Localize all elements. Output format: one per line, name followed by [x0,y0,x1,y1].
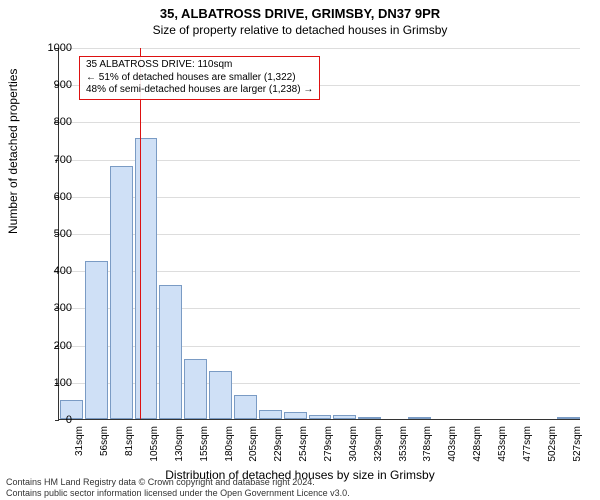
x-tick-label: 477sqm [522,426,533,466]
x-tick-label: 205sqm [248,426,259,466]
y-tick-label: 500 [32,228,72,240]
histogram-bar [284,412,307,419]
y-tick-label: 400 [32,265,72,277]
x-tick-label: 130sqm [174,426,185,466]
address-title: 35, ALBATROSS DRIVE, GRIMSBY, DN37 9PR [0,6,600,21]
y-tick-label: 1000 [32,42,72,54]
x-tick-label: 378sqm [422,426,433,466]
x-tick-label: 56sqm [99,426,110,466]
x-tick-label: 254sqm [298,426,309,466]
x-tick-label: 81sqm [124,426,135,466]
x-tick-label: 428sqm [472,426,483,466]
y-tick-label: 800 [32,116,72,128]
x-tick-label: 329sqm [373,426,384,466]
x-tick-label: 304sqm [348,426,359,466]
histogram-bar [159,285,182,419]
property-marker-line [140,48,141,419]
x-tick-label: 105sqm [149,426,160,466]
histogram-bar [309,415,332,419]
title-block: 35, ALBATROSS DRIVE, GRIMSBY, DN37 9PR S… [0,0,600,37]
annotation-line: ← 51% of detached houses are smaller (1,… [86,72,313,85]
x-tick-label: 180sqm [224,426,235,466]
x-tick-label: 502sqm [547,426,558,466]
y-tick-label: 700 [32,154,72,166]
y-tick-label: 900 [32,79,72,91]
x-tick-label: 527sqm [572,426,583,466]
plot-region: 35 ALBATROSS DRIVE: 110sqm← 51% of detac… [58,48,580,420]
x-tick-label: 155sqm [199,426,210,466]
histogram-bar [85,261,108,419]
x-tick-label: 31sqm [74,426,85,466]
y-tick-label: 300 [32,302,72,314]
figure-root: 35, ALBATROSS DRIVE, GRIMSBY, DN37 9PR S… [0,0,600,500]
histogram-bar [234,395,257,419]
histogram-bar [135,138,158,419]
y-tick-label: 0 [32,414,72,426]
x-tick-label: 353sqm [398,426,409,466]
x-tick-label: 279sqm [323,426,334,466]
y-tick-label: 600 [32,191,72,203]
annotation-box: 35 ALBATROSS DRIVE: 110sqm← 51% of detac… [79,56,320,100]
y-tick-label: 100 [32,377,72,389]
y-tick-label: 200 [32,340,72,352]
histogram-bar [557,417,580,419]
x-tick-label: 453sqm [497,426,508,466]
attribution-footer: Contains HM Land Registry data © Crown c… [6,477,350,498]
annotation-line: 35 ALBATROSS DRIVE: 110sqm [86,59,313,72]
histogram-bar [259,410,282,419]
x-tick-label: 229sqm [273,426,284,466]
annotation-line: 48% of semi-detached houses are larger (… [86,84,313,97]
footer-line1: Contains HM Land Registry data © Crown c… [6,477,350,487]
footer-line2: Contains public sector information licen… [6,488,350,498]
histogram-bar [184,359,207,419]
histogram-bar [408,417,431,419]
histogram-bar [209,371,232,419]
x-tick-label: 403sqm [447,426,458,466]
gridline-h [59,48,580,49]
y-axis-label: Number of detached properties [6,69,20,234]
histogram-bar [110,166,133,419]
chart-area: 35 ALBATROSS DRIVE: 110sqm← 51% of detac… [58,48,580,420]
subtitle: Size of property relative to detached ho… [0,23,600,37]
gridline-h [59,122,580,123]
histogram-bar [358,417,381,419]
histogram-bar [333,415,356,419]
